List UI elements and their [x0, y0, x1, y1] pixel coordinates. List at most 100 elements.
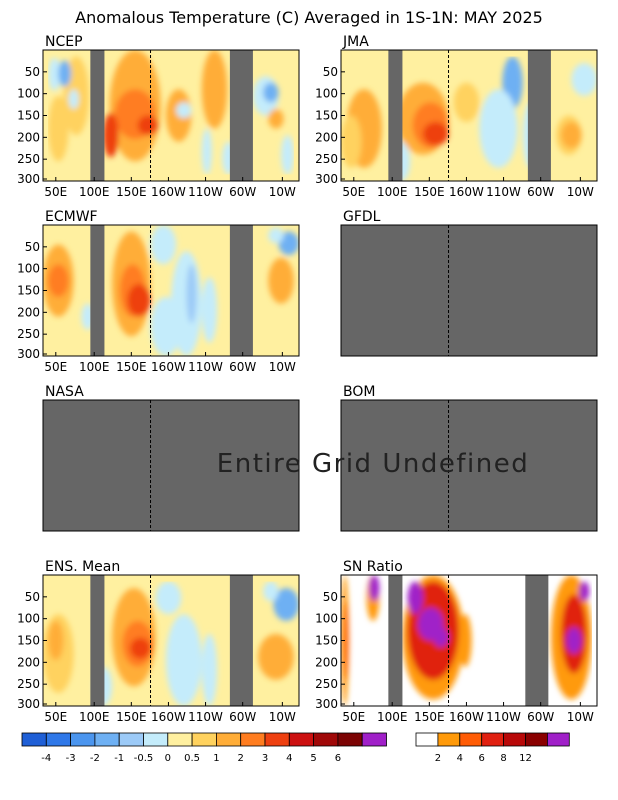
snr-colorbar-swatch [459, 732, 483, 747]
undefined-message: Entire Grid Undefined [217, 449, 529, 479]
x-tick-label: 110W [188, 185, 223, 199]
y-tick-label: 300 [17, 172, 40, 186]
colorbar-swatch [337, 732, 363, 747]
anomaly-blob [268, 108, 284, 129]
y-tick-label: 150 [315, 634, 338, 648]
anomaly-blob [343, 601, 349, 680]
panel-ens-mean: ENS. Mean 50 100 150 200 250 300 50E 100E 150E 160… [17, 559, 300, 724]
x-tick-label: 110W [188, 360, 223, 374]
x-tick-label: 100E [79, 710, 110, 724]
x-tick-label: 150E [116, 710, 147, 724]
y-tick-label: 300 [315, 172, 338, 186]
colorbar-label: 0.5 [184, 753, 200, 764]
anomaly-blob [458, 614, 472, 667]
x-tick-label: 60W [527, 710, 554, 724]
colorbar-swatch [361, 732, 387, 747]
x-tick-label: 100E [377, 710, 408, 724]
anomaly-field [341, 575, 597, 706]
snr-colorbar-label: 2 [435, 753, 441, 764]
panel-title: NASA [45, 384, 84, 400]
panel-ncep: NCEP 50 100 150 200 250 300 50E 100E 150E 160W 110W… [17, 34, 300, 199]
anomaly-blob [58, 60, 72, 87]
undefined-band [525, 575, 549, 706]
snr-colorbar-label: 12 [519, 753, 532, 764]
y-tick-label: 150 [17, 109, 40, 123]
colorbar-label: 5 [310, 753, 316, 764]
snr-colorbar-swatch [415, 732, 439, 747]
panel-sn-ratio: SN Ratio 50 100 150 200 250 300 50E 100E 150E 160W… [315, 559, 598, 724]
x-tick-label: 150E [414, 185, 445, 199]
colorbar-label: -1 [114, 753, 124, 764]
undefined-band [527, 50, 551, 181]
anomaly-blob [263, 82, 279, 103]
colorbar-swatch [21, 732, 47, 747]
y-tick-label: 50 [25, 590, 40, 604]
x-tick-label: 110W [486, 185, 521, 199]
anomaly-blob [103, 112, 119, 158]
snr-colorbar-swatch [481, 732, 505, 747]
colorbar-label: -4 [41, 753, 51, 764]
anomaly-blob [150, 225, 177, 265]
y-tick-label: 250 [315, 677, 338, 691]
undefined-band [90, 225, 105, 356]
x-tick-label: 50E [342, 710, 365, 724]
colorbar-label: 0 [165, 753, 171, 764]
panel-bom: BOM [340, 384, 598, 532]
anomaly-blob [201, 633, 218, 706]
x-tick-label: 150E [116, 185, 147, 199]
panel-frame [340, 399, 598, 532]
anomaly-blob [566, 627, 582, 654]
y-tick-label: 150 [315, 109, 338, 123]
anomaly-field [43, 225, 299, 356]
x-tick-label: 10W [567, 710, 594, 724]
anomaly-blob [579, 581, 590, 602]
x-tick-label: 110W [486, 710, 521, 724]
anomaly-blob [48, 620, 64, 661]
y-tick-label: 200 [17, 130, 40, 144]
panel-title: SN Ratio [343, 559, 403, 575]
anomaly-blob [48, 264, 69, 298]
anomaly-blob [130, 637, 151, 659]
y-tick-label: 100 [315, 87, 338, 101]
snr-colorbar-swatch [437, 732, 461, 747]
x-tick-label: 110W [188, 710, 223, 724]
snr-colorbar-label: 6 [479, 753, 485, 764]
anomaly-blob [48, 57, 61, 91]
anomaly-blob [407, 581, 423, 615]
colorbar-swatch [94, 732, 120, 747]
anomaly-blob [268, 257, 294, 304]
x-tick-label: 60W [229, 710, 256, 724]
x-tick-label: 160W [449, 185, 484, 199]
y-tick-label: 100 [315, 612, 338, 626]
x-tick-label: 10W [269, 185, 296, 199]
anomaly-field [341, 50, 597, 181]
anomaly-field [43, 575, 299, 706]
panel-jma: JMA 50 100 150 200 250 300 50E 100E 150E 160W 110W 6… [315, 34, 598, 199]
colorbar-swatch [45, 732, 71, 747]
anomaly-blob [571, 63, 597, 96]
undefined-band [229, 225, 253, 356]
x-tick-label: 60W [229, 185, 256, 199]
y-tick-label: 250 [17, 327, 40, 341]
colorbar-swatch [70, 732, 96, 747]
y-tick-label: 300 [17, 347, 40, 361]
colorbar-label: -2 [90, 753, 100, 764]
x-tick-label: 10W [269, 710, 296, 724]
colorbar-label: 3 [262, 753, 268, 764]
x-tick-label: 160W [449, 710, 484, 724]
anomaly-blob [165, 614, 202, 706]
panel-ecmwf: ECMWF 50 100 150 200 250 300 50E 100E 150E 160W 110… [17, 209, 300, 374]
undefined-band [388, 575, 403, 706]
undefined-band [388, 50, 403, 181]
panel-title: BOM [343, 384, 375, 400]
y-tick-label: 250 [315, 152, 338, 166]
y-tick-label: 250 [17, 152, 40, 166]
y-tick-label: 250 [17, 677, 40, 691]
x-tick-label: 10W [567, 185, 594, 199]
anomaly-blob [258, 633, 294, 680]
colorbar-label: 6 [335, 753, 341, 764]
undefined-band [229, 575, 253, 706]
y-tick-label: 150 [17, 284, 40, 298]
